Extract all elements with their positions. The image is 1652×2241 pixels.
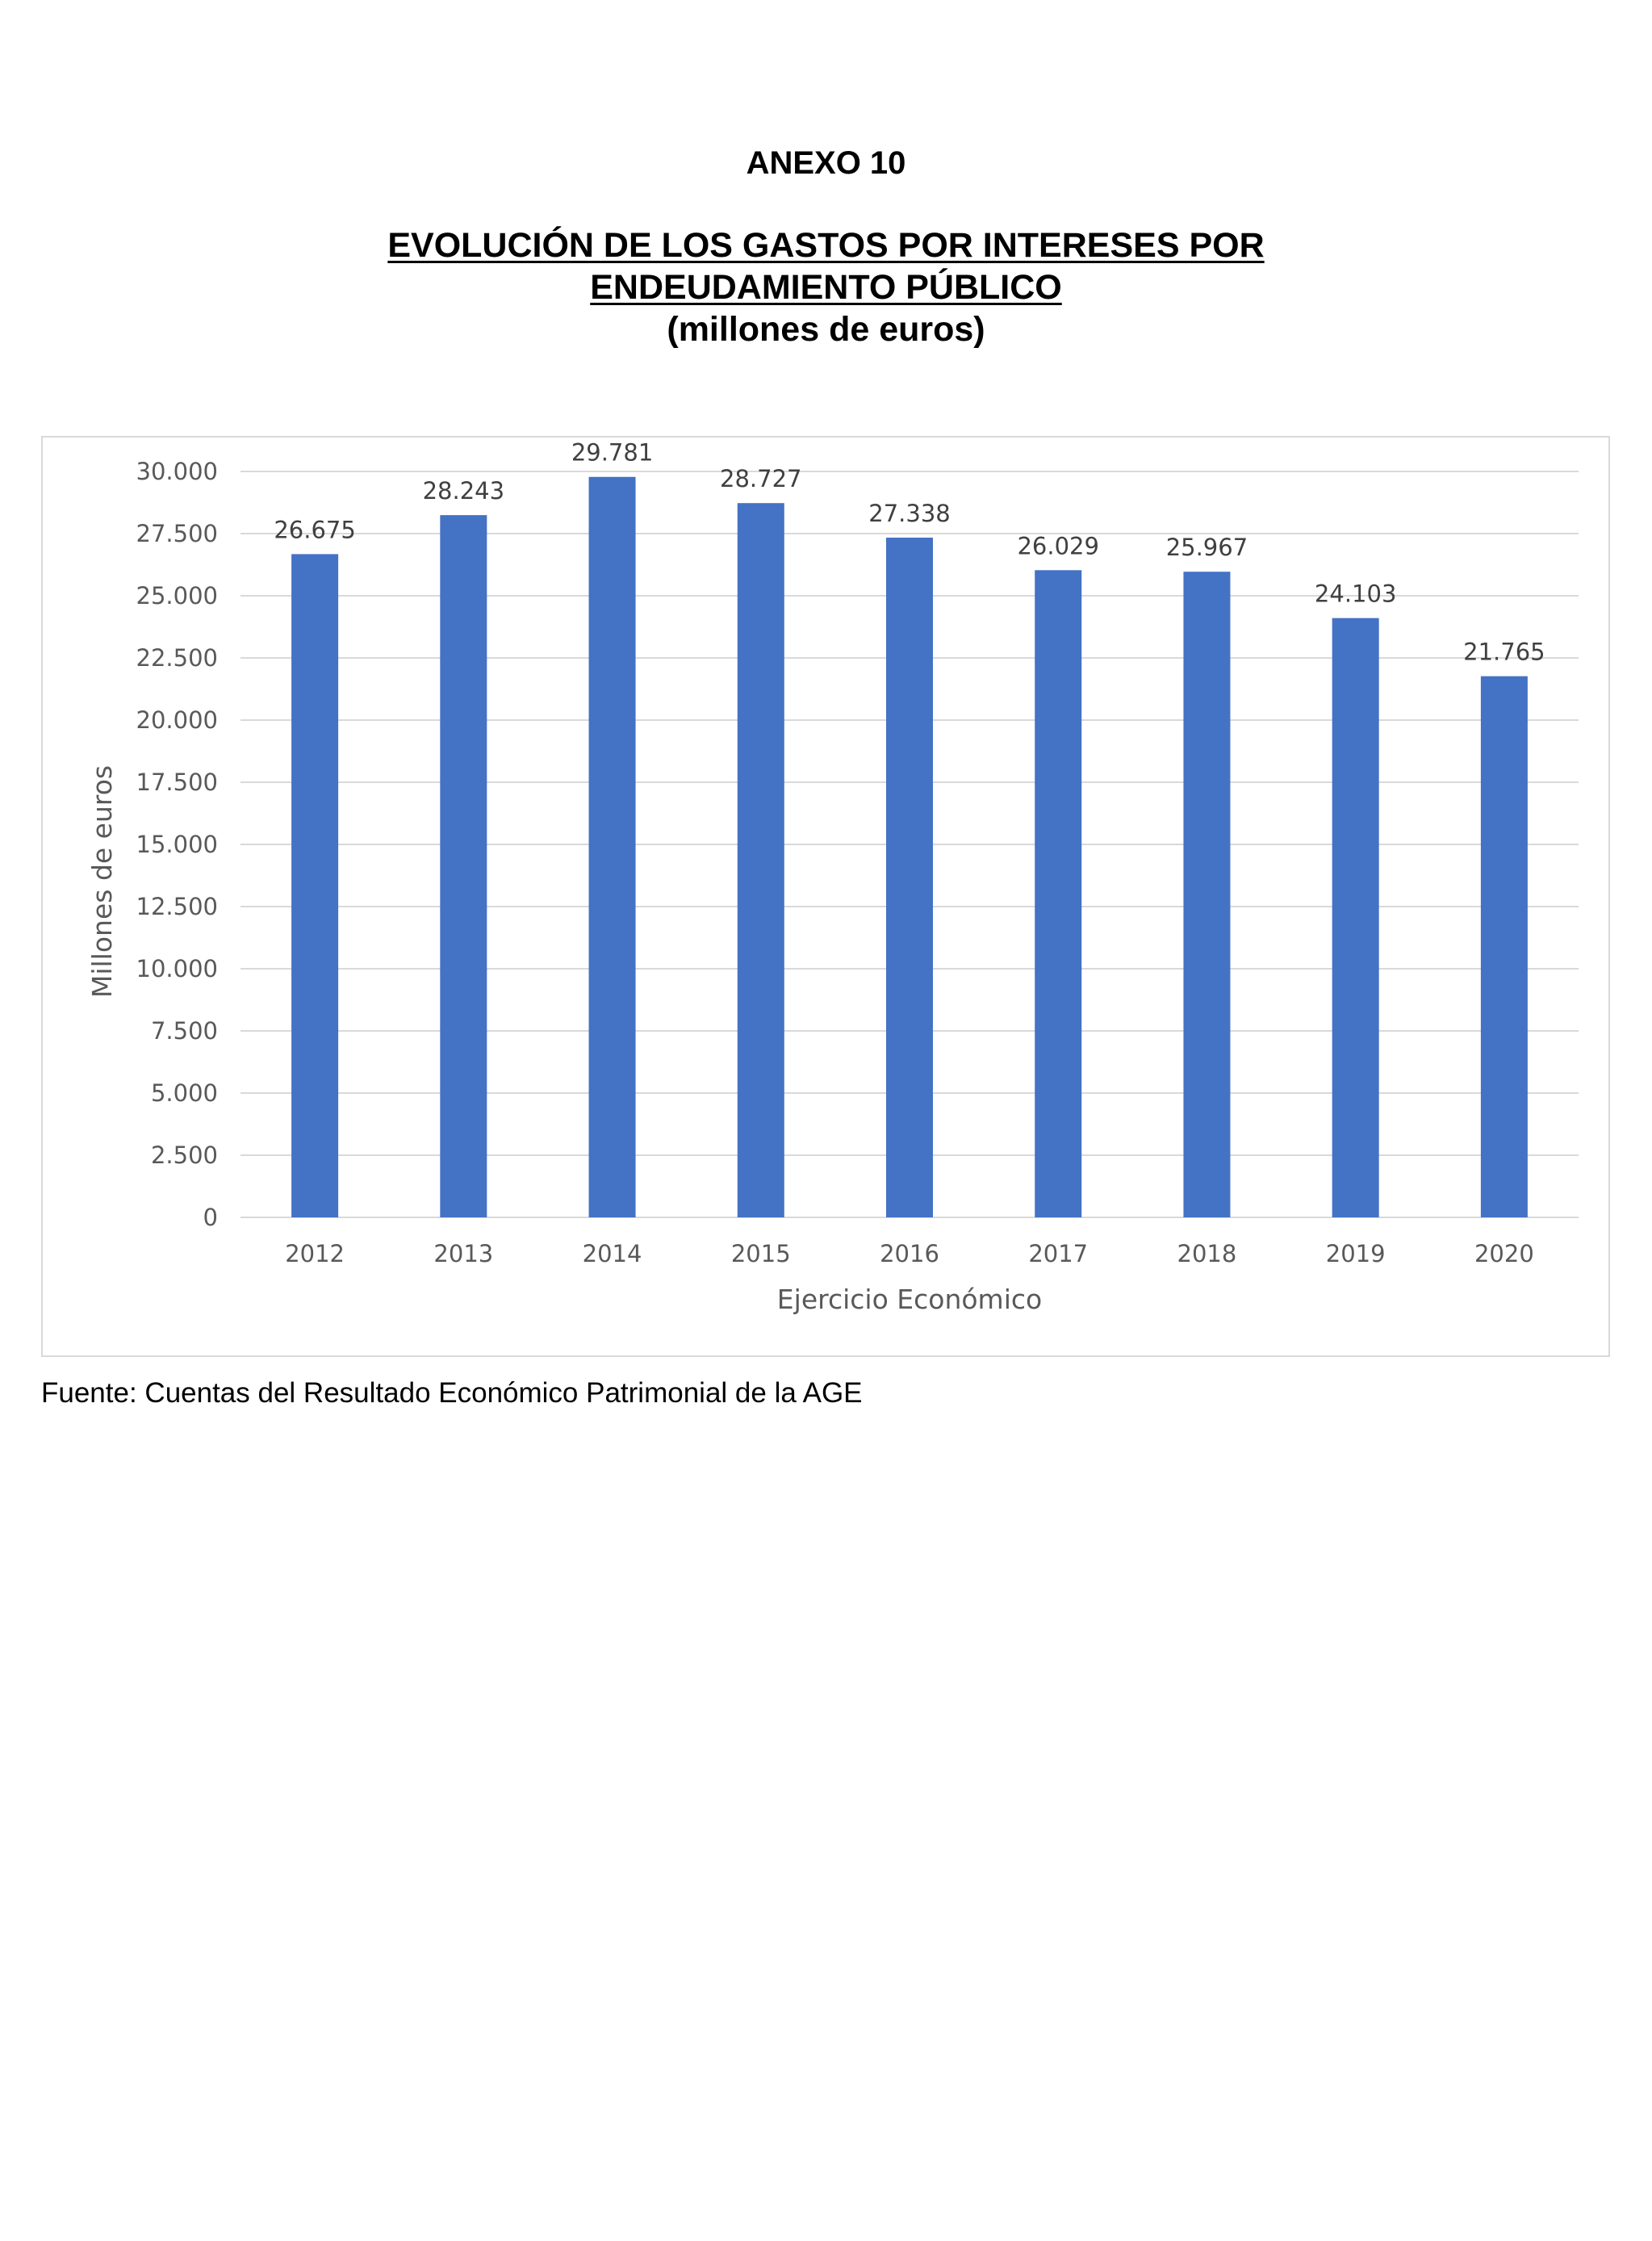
y-tick-label: 2.500 <box>151 1141 218 1169</box>
x-axis-ticks: 2012 2013 2014 2015 2016 2017 2018 2019 2020 <box>285 1240 1534 1267</box>
bar-2013 <box>440 515 487 1217</box>
data-label-2017: 26.029 <box>1017 532 1098 559</box>
data-label-2020: 21.765 <box>1463 639 1545 666</box>
data-label-2016: 27.338 <box>868 500 950 527</box>
title-line-2: ENDEUDAMIENTO PÚBLICO <box>590 268 1062 307</box>
y-axis-ticks: 0 2.500 5.000 7.500 10.000 12.500 15.000 17.500… <box>136 458 218 1231</box>
bar-2015 <box>737 503 784 1217</box>
y-tick-label: 12.500 <box>136 893 218 920</box>
y-tick-label: 15.000 <box>136 831 218 858</box>
data-label-2018: 25.967 <box>1166 534 1248 561</box>
x-tick-label-2012: 2012 <box>285 1240 345 1267</box>
y-tick-label: 22.500 <box>136 644 218 672</box>
data-label-2019: 24.103 <box>1315 580 1396 608</box>
x-tick-label-2019: 2019 <box>1326 1240 1386 1267</box>
y-axis-title: Millones de euros <box>86 765 118 998</box>
bar-chart: 0 2.500 5.000 7.500 10.000 12.500 15.000 17.500… <box>86 439 1579 1315</box>
annex-number: ANEXO 10 <box>746 145 906 181</box>
page-title: EVOLUCIÓN DE LOS GASTOS POR INTERESES PO… <box>0 224 1652 350</box>
bars <box>291 476 1528 1217</box>
x-tick-label-2015: 2015 <box>731 1240 791 1267</box>
y-tick-label: 30.000 <box>136 458 218 485</box>
data-label-2013: 28.243 <box>423 477 504 505</box>
y-tick-label: 10.000 <box>136 955 218 982</box>
y-tick-label: 25.000 <box>136 582 218 609</box>
x-tick-label-2017: 2017 <box>1028 1240 1088 1267</box>
x-tick-label-2020: 2020 <box>1474 1240 1534 1267</box>
x-tick-label-2014: 2014 <box>583 1240 642 1267</box>
data-labels: 26.675 28.243 29.781 28.727 27.338 26.029 25.9… <box>274 439 1545 666</box>
data-label-2014: 29.781 <box>571 439 653 467</box>
data-label-2012: 26.675 <box>274 516 355 543</box>
bar-2012 <box>291 554 339 1217</box>
bar-2019 <box>1332 618 1379 1217</box>
chart-frame: 0 2.500 5.000 7.500 10.000 12.500 15.000 17.500… <box>41 436 1610 1357</box>
data-label-2015: 28.727 <box>720 465 801 492</box>
source-note: Fuente: Cuentas del Resultado Económico … <box>41 1377 863 1409</box>
bar-2020 <box>1480 676 1528 1217</box>
y-tick-label: 17.500 <box>136 769 218 796</box>
x-tick-label-2018: 2018 <box>1177 1240 1237 1267</box>
y-tick-label: 27.500 <box>136 520 218 547</box>
x-axis-title: Ejercicio Económico <box>777 1284 1042 1315</box>
y-tick-label: 0 <box>203 1204 218 1231</box>
x-tick-label-2016: 2016 <box>880 1240 939 1267</box>
title-units: (millones de euros) <box>667 310 985 349</box>
bar-2017 <box>1035 570 1082 1217</box>
y-tick-label: 20.000 <box>136 706 218 734</box>
y-tick-label: 7.500 <box>151 1017 218 1045</box>
x-tick-label-2013: 2013 <box>433 1240 493 1267</box>
y-tick-label: 5.000 <box>151 1079 218 1107</box>
bar-2018 <box>1183 572 1231 1217</box>
bar-2014 <box>588 476 636 1217</box>
bar-2016 <box>886 537 933 1217</box>
title-line-1: EVOLUCIÓN DE LOS GASTOS POR INTERESES PO… <box>387 226 1265 265</box>
